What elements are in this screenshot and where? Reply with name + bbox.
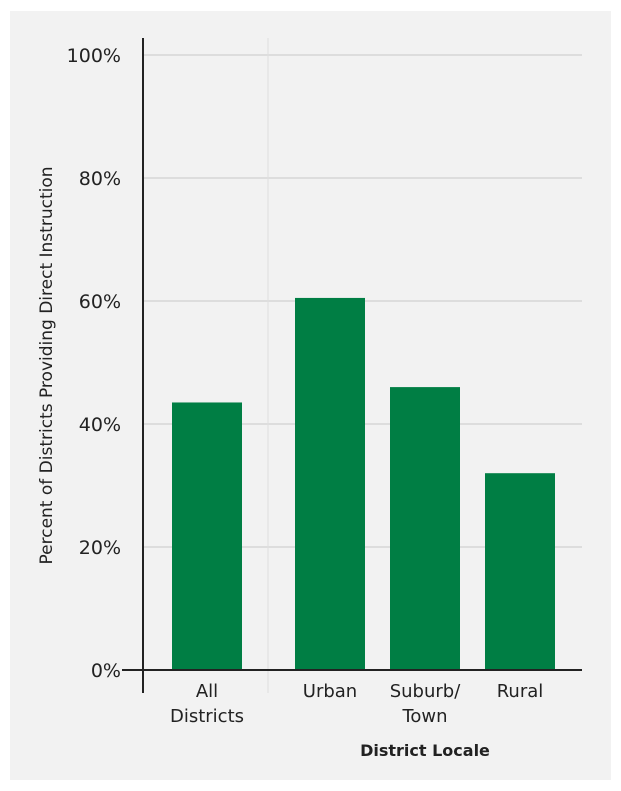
bar: [295, 297, 365, 670]
bars: [172, 297, 555, 670]
y-tick-label: 100%: [67, 45, 121, 67]
y-tick-label: 40%: [79, 414, 121, 436]
y-tick-label: 20%: [79, 537, 121, 559]
y-tick-label: 0%: [91, 660, 121, 682]
category-label: Town: [401, 706, 447, 727]
bar: [485, 473, 555, 670]
category-label: Urban: [303, 681, 357, 702]
category-labels: All Districts Urban Suburb/Town Rural: [170, 681, 543, 727]
y-tick-labels: 0% 20% 40% 60% 80% 100%: [67, 45, 121, 682]
category-label: Suburb/: [390, 681, 461, 702]
y-tick-label: 60%: [79, 291, 121, 313]
category-label: Districts: [170, 706, 244, 727]
x-axis-title: District Locale: [360, 741, 490, 760]
bar: [172, 402, 242, 670]
y-axis-title: Percent of Districts Providing Direct In…: [37, 166, 57, 564]
bar: [390, 387, 460, 670]
y-tick-label: 80%: [79, 168, 121, 190]
category-label: Rural: [497, 681, 544, 702]
category-label: All: [196, 681, 218, 702]
